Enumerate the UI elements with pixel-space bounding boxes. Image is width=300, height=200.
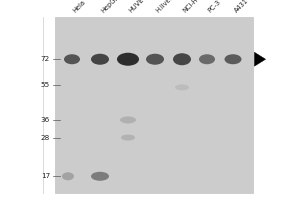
Ellipse shape bbox=[91, 172, 109, 181]
Text: 36: 36 bbox=[41, 117, 50, 123]
Text: PC-3: PC-3 bbox=[207, 0, 222, 14]
Bar bbox=[55, 17, 253, 193]
Text: 17: 17 bbox=[41, 173, 50, 179]
Text: 55: 55 bbox=[41, 82, 50, 88]
Ellipse shape bbox=[173, 53, 191, 65]
Text: A431: A431 bbox=[233, 0, 249, 14]
Text: 72: 72 bbox=[41, 56, 50, 62]
Text: HepG2: HepG2 bbox=[100, 0, 120, 14]
Ellipse shape bbox=[175, 84, 189, 90]
Text: 28: 28 bbox=[41, 135, 50, 141]
Ellipse shape bbox=[64, 54, 80, 64]
Ellipse shape bbox=[121, 135, 135, 141]
Ellipse shape bbox=[117, 53, 139, 66]
Text: H.liver: H.liver bbox=[155, 0, 174, 14]
Ellipse shape bbox=[62, 172, 74, 180]
Text: NCI-H460: NCI-H460 bbox=[182, 0, 208, 14]
Ellipse shape bbox=[224, 54, 242, 64]
Ellipse shape bbox=[120, 116, 136, 123]
Ellipse shape bbox=[91, 54, 109, 65]
Ellipse shape bbox=[146, 54, 164, 65]
Text: Hela: Hela bbox=[72, 0, 87, 14]
Ellipse shape bbox=[199, 54, 215, 64]
Text: HUVEC: HUVEC bbox=[128, 0, 148, 14]
Polygon shape bbox=[254, 52, 266, 66]
